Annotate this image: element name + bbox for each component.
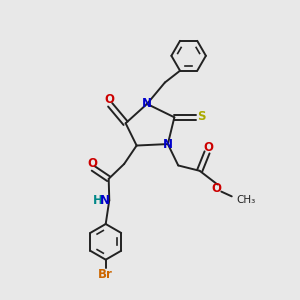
Text: N: N [163, 138, 173, 151]
Text: N: N [142, 98, 152, 110]
Text: N: N [100, 194, 110, 207]
Text: H: H [93, 194, 103, 207]
Text: O: O [104, 93, 114, 106]
Text: O: O [212, 182, 222, 195]
Text: CH₃: CH₃ [237, 195, 256, 205]
Text: O: O [203, 141, 213, 154]
Text: O: O [87, 157, 97, 170]
Text: Br: Br [98, 268, 113, 281]
Text: S: S [197, 110, 206, 123]
